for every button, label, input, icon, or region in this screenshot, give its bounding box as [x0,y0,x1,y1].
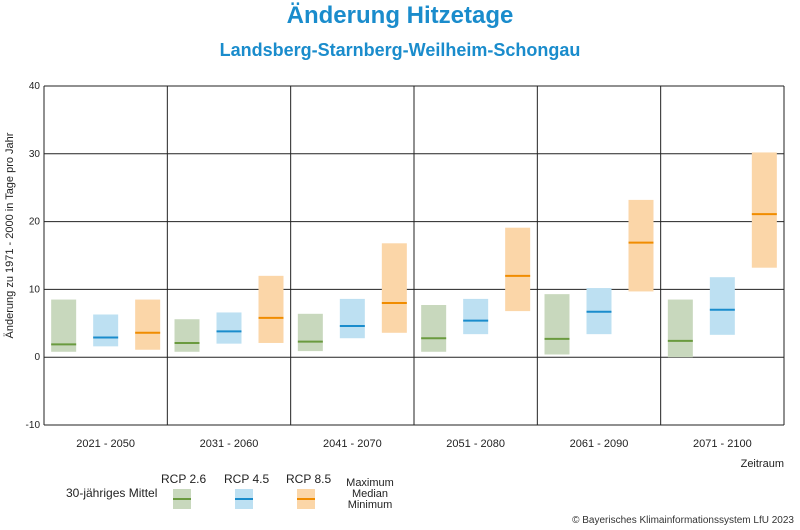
x-tick-label: 2061 - 2090 [570,438,629,450]
range-bar-rcp45 [339,298,365,339]
range-bar-rcp26 [544,294,570,355]
legend-swatch-line-rcp85 [297,498,315,500]
range-bar-rcp45 [709,277,735,335]
legend-swatch-line-rcp26 [173,498,191,500]
range-bar-rcp85 [505,227,531,312]
x-tick-label: 2071 - 2100 [693,438,752,450]
range-bar-rcp26 [297,313,323,352]
y-tick-label: 40 [29,81,41,92]
range-bar-rcp26 [421,304,447,352]
chart-title: Änderung Hitzetage [286,2,514,29]
x-tick-label: 2021 - 2050 [76,438,135,450]
range-bar-rcp85 [751,152,777,268]
x-axis-label: Zeitraum [741,458,784,470]
legend-swatch-rcp85 [297,489,315,509]
y-tick-label: -10 [26,420,41,431]
legend-mean-label: 30-jähriges Mittel [66,486,158,500]
range-bar-rcp45 [463,298,489,335]
y-axis-label: Änderung zu 1971 - 2000 in Tage pro Jahr [4,132,16,338]
y-tick-label: 20 [29,217,41,228]
x-tick-label: 2051 - 2080 [446,438,505,450]
legend-stat-maximum: Maximum [346,477,394,489]
range-bar-rcp26 [667,299,693,358]
range-bar-rcp85 [628,199,654,292]
legend-label-rcp45: RCP 4.5 [224,472,270,486]
x-tick-label: 2031 - 2060 [200,438,259,450]
range-bar-rcp26 [174,319,200,352]
legend-swatch-rcp45 [235,489,253,509]
chart-subtitle: Landsberg-Starnberg-Weilheim-Schongau [219,40,581,60]
x-tick-label: 2041 - 2070 [323,438,382,450]
range-bar-rcp45 [216,312,242,344]
legend-label-rcp85: RCP 8.5 [286,472,332,486]
copyright-notice: © Bayerisches Klimainformationssystem Lf… [572,515,794,526]
range-bar-rcp85 [135,299,161,350]
y-tick-label: 30 [29,149,41,160]
range-bar-rcp85 [381,243,407,333]
legend-swatch-rcp26 [173,489,191,509]
range-bar-rcp26 [51,299,77,352]
range-bar-rcp85 [258,275,284,343]
legend-stat-median: Median [351,488,389,500]
y-tick-label: 0 [34,352,40,363]
y-tick-label: 10 [29,284,41,295]
legend-swatch-line-rcp45 [235,498,253,500]
range-bar-rcp45 [93,314,119,347]
legend-stat-minimum: Minimum [347,499,393,511]
legend-label-rcp26: RCP 2.6 [161,472,207,486]
